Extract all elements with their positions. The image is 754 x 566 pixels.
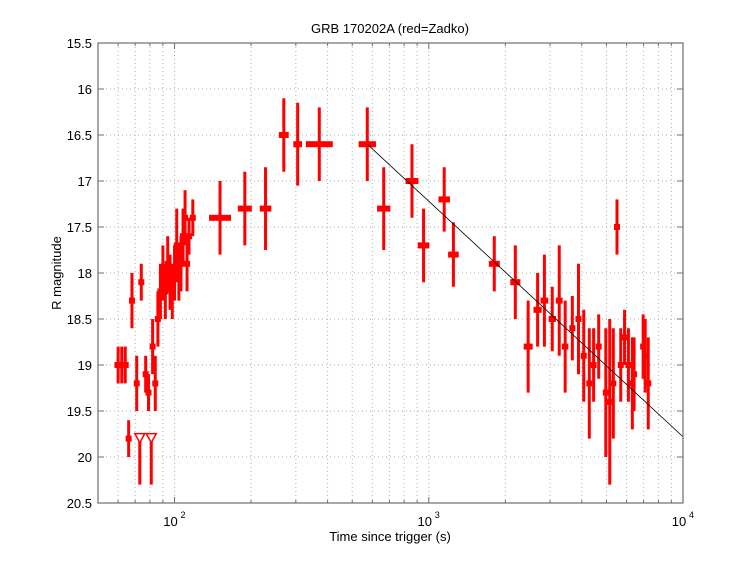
data-point: [617, 362, 624, 368]
data-point: [125, 435, 132, 442]
data-point: [448, 251, 459, 258]
data-point: [590, 362, 597, 368]
data-point: [602, 389, 609, 396]
data-point: [169, 288, 176, 295]
y-tick-label: 16: [78, 82, 92, 97]
data-point: [171, 270, 178, 276]
data-points: [114, 98, 684, 485]
x-tick-exponent: 3: [435, 510, 440, 520]
y-tick-label: 16.5: [67, 128, 92, 143]
y-tick-label: 15.5: [67, 36, 92, 51]
chart-title: GRB 170202A (red=Zadko): [311, 21, 469, 36]
data-point: [209, 214, 232, 221]
y-tick-label: 18.5: [67, 312, 92, 327]
data-point: [586, 380, 593, 387]
data-point: [184, 260, 191, 267]
data-point: [417, 242, 430, 249]
x-axis-label: Time since trigger (s): [329, 529, 451, 544]
data-point: [561, 343, 569, 350]
y-tick-label: 19.5: [67, 404, 92, 419]
data-point: [177, 260, 184, 267]
data-point: [152, 380, 159, 387]
data-point: [173, 242, 180, 249]
data-point: [149, 343, 156, 350]
data-point: [118, 362, 126, 368]
data-point: [159, 270, 166, 276]
data-point: [305, 141, 333, 148]
data-point: [510, 279, 521, 286]
data-point: [162, 288, 169, 295]
x-tick-exponent: 2: [181, 510, 186, 520]
data-point: [237, 205, 252, 212]
data-point: [569, 325, 576, 332]
data-point: [167, 279, 174, 286]
y-tick-label: 20: [78, 450, 92, 465]
x-tick-label: 10: [418, 514, 432, 529]
y-tick-label: 17: [78, 174, 92, 189]
data-point: [185, 233, 192, 240]
data-point: [142, 371, 149, 378]
data-point: [182, 214, 189, 221]
data-point: [533, 306, 542, 313]
fit-line: [367, 143, 684, 438]
data-point: [610, 380, 617, 387]
data-point: [121, 362, 129, 368]
data-point: [133, 380, 140, 387]
x-tick-label: 10: [163, 514, 177, 529]
data-point: [642, 352, 649, 359]
y-tick-label: 18: [78, 266, 92, 281]
upper-limit-triangle-icon: [144, 432, 158, 445]
x-tick-label: 10: [672, 514, 686, 529]
data-point: [175, 270, 182, 276]
y-tick-label: 20.5: [67, 496, 92, 511]
y-tick-label: 17.5: [67, 220, 92, 235]
data-point: [488, 260, 500, 267]
data-point: [625, 362, 632, 368]
data-point: [180, 233, 187, 240]
data-point: [128, 297, 135, 304]
data-point: [595, 343, 602, 350]
data-point: [631, 371, 638, 378]
upper-limit-triangle-icon: [133, 432, 147, 445]
data-point: [259, 205, 272, 212]
y-tick-label: 19: [78, 358, 92, 373]
data-point: [438, 196, 450, 203]
data-point: [606, 398, 613, 405]
data-point: [154, 316, 161, 322]
data-point: [575, 316, 582, 322]
data-point: [164, 260, 171, 267]
data-point: [640, 343, 647, 350]
data-point: [278, 132, 289, 138]
data-point: [621, 334, 628, 341]
x-tick-exponent: 4: [689, 510, 694, 520]
data-point: [555, 297, 563, 304]
data-point: [189, 214, 196, 221]
data-point: [645, 380, 652, 387]
y-axis-label: R magnitude: [49, 236, 64, 310]
data-point: [138, 279, 145, 286]
data-point: [540, 297, 549, 304]
data-point: [523, 343, 533, 350]
data-point: [377, 205, 391, 212]
data-point: [629, 380, 636, 387]
data-point: [580, 352, 587, 359]
data-point: [157, 288, 164, 295]
data-point: [114, 362, 122, 368]
data-point: [405, 178, 419, 184]
data-point: [145, 389, 152, 396]
data-point: [613, 224, 620, 230]
data-point: [548, 316, 556, 322]
data-point: [293, 141, 303, 148]
